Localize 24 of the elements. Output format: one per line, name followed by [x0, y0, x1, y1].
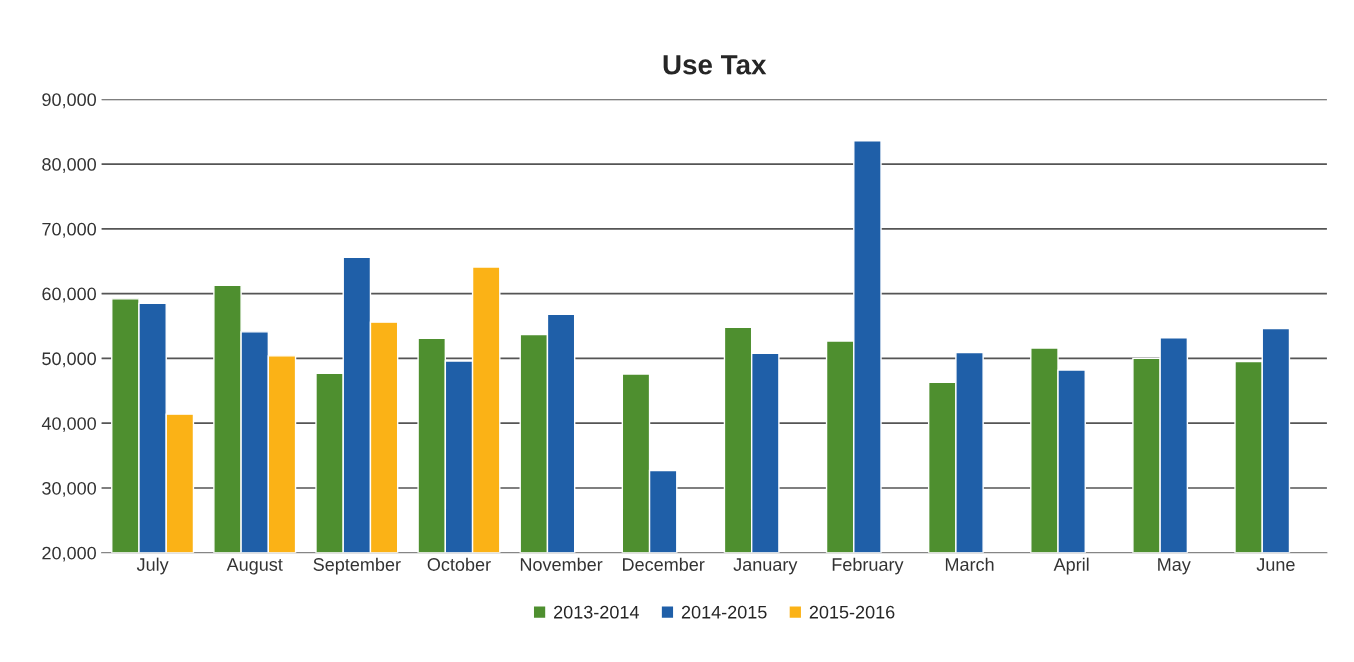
x-tick-label: April: [1053, 557, 1089, 575]
y-tick-label: 80,000: [42, 158, 96, 173]
x-tick-label: October: [427, 557, 491, 571]
y-tick-label: 40,000: [41, 417, 96, 433]
x-tick-label: January: [733, 558, 798, 575]
legend-label: 2014-2015: [681, 605, 767, 619]
x-tick-label: May: [1158, 558, 1191, 575]
y-tick-label: 90,000: [42, 93, 96, 109]
x-tick-label: February: [832, 557, 904, 575]
x-tick-label: November: [520, 557, 603, 571]
legend-label: 2013-2014: [554, 605, 639, 619]
x-tick-label: August: [226, 558, 283, 575]
y-tick-label: 70,000: [42, 222, 96, 238]
y-tick-label: 50,000: [42, 352, 96, 368]
x-tick-label: September: [313, 557, 401, 575]
x-tick-label: December: [623, 557, 705, 571]
x-tick-label: July: [136, 557, 169, 575]
legend-label: 2015-2016: [809, 605, 895, 619]
y-tick-label: 20,000: [42, 546, 96, 562]
y-tick-label: 60,000: [42, 287, 96, 303]
y-tick-label: 30,000: [42, 481, 96, 497]
x-tick-label: June: [1256, 558, 1295, 571]
x-tick-label: March: [945, 557, 994, 571]
chart-title: Use Tax: [663, 55, 767, 75]
